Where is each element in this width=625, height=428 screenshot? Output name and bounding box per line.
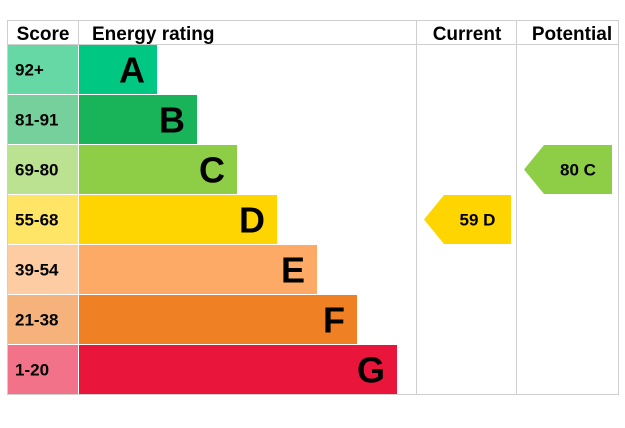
band-bar-f [79,295,357,344]
header-score: Score [17,24,70,45]
score-cell-f [8,295,78,344]
score-cell-a [8,45,78,94]
band-letter-g: G [357,350,385,391]
band-letter-e: E [281,250,305,291]
score-label-g: 1-20 [15,361,49,380]
score-label-f: 21-38 [15,311,58,330]
band-bar-g [79,345,397,394]
potential-rating-label: 80 C [560,161,596,180]
band-letter-a: A [119,50,145,91]
score-label-d: 55-68 [15,211,58,230]
band-bar-a [79,45,157,94]
score-cell-g [8,345,78,394]
score-label-c: 69-80 [15,161,58,180]
current-rating-label: 59 D [460,211,496,230]
score-cell-e [8,245,78,294]
score-cell-c [8,145,78,194]
score-cell-d [8,195,78,244]
chart-frame [7,20,619,395]
score-label-a: 92+ [15,61,44,80]
header-energy-rating: Energy rating [92,24,214,45]
band-letter-f: F [323,300,345,341]
rating-markers: 59 D 80 C [424,145,612,244]
band-bar-b [79,95,197,144]
header-potential: Potential [532,24,612,45]
rating-bands: 92+ A 81-91 B 69-80 C 55-68 D 39-54 E 21-38 F 1-20 G [8,45,397,394]
score-cell-b [8,95,78,144]
band-letter-b: B [159,100,185,141]
band-bar-e [79,245,317,294]
band-letter-d: D [239,200,265,241]
score-label-b: 81-91 [15,111,58,130]
current-rating-arrow [424,195,511,244]
potential-rating-arrow [524,145,612,194]
header-current: Current [433,24,502,45]
band-bar-d [79,195,277,244]
score-label-e: 39-54 [15,261,59,280]
band-bar-c [79,145,237,194]
band-letter-c: C [199,150,225,191]
